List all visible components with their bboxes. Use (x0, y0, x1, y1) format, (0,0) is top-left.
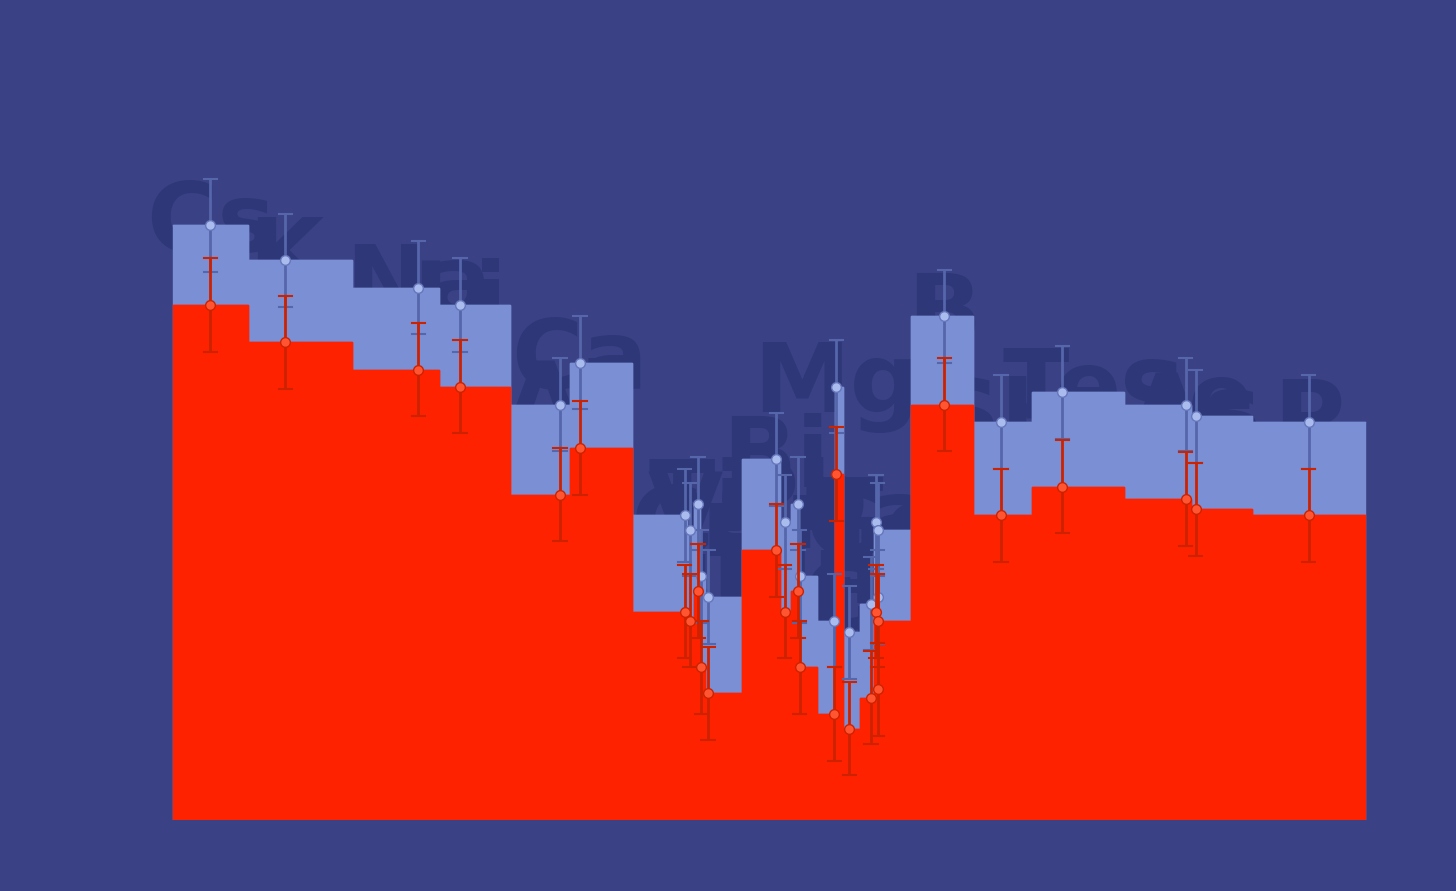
Text: Sn: Sn (715, 476, 855, 568)
Text: Bi: Bi (722, 413, 830, 506)
Text: P: P (1273, 375, 1344, 469)
Text: V: V (646, 469, 722, 561)
Text: Ti: Ti (648, 457, 748, 551)
Text: Se: Se (1118, 358, 1254, 452)
Text: Al: Al (505, 358, 614, 452)
Text: Na: Na (345, 241, 492, 334)
Text: Li: Li (412, 258, 508, 351)
Text: Ni: Ni (778, 575, 891, 667)
Text: Te: Te (1003, 346, 1123, 438)
Text: Ta: Ta (817, 476, 936, 568)
Text: K: K (248, 214, 323, 307)
Polygon shape (173, 305, 1366, 891)
Text: Cu: Cu (779, 585, 920, 679)
Text: Co: Co (802, 557, 941, 650)
Text: Cr: Cr (630, 483, 750, 576)
Text: Cs: Cs (146, 179, 275, 272)
Text: Mn: Mn (716, 530, 882, 623)
Text: Mg: Mg (753, 340, 919, 433)
Text: B: B (907, 270, 981, 363)
Text: Nb: Nb (632, 551, 783, 643)
Text: Ge: Ge (805, 483, 951, 576)
Text: Ca: Ca (511, 316, 648, 409)
Text: As: As (1128, 370, 1262, 462)
Polygon shape (173, 225, 1366, 891)
Text: Zr: Zr (642, 530, 760, 623)
Text: Fe: Fe (814, 551, 942, 643)
Text: Pb: Pb (728, 457, 868, 551)
Text: Sb: Sb (930, 375, 1070, 469)
